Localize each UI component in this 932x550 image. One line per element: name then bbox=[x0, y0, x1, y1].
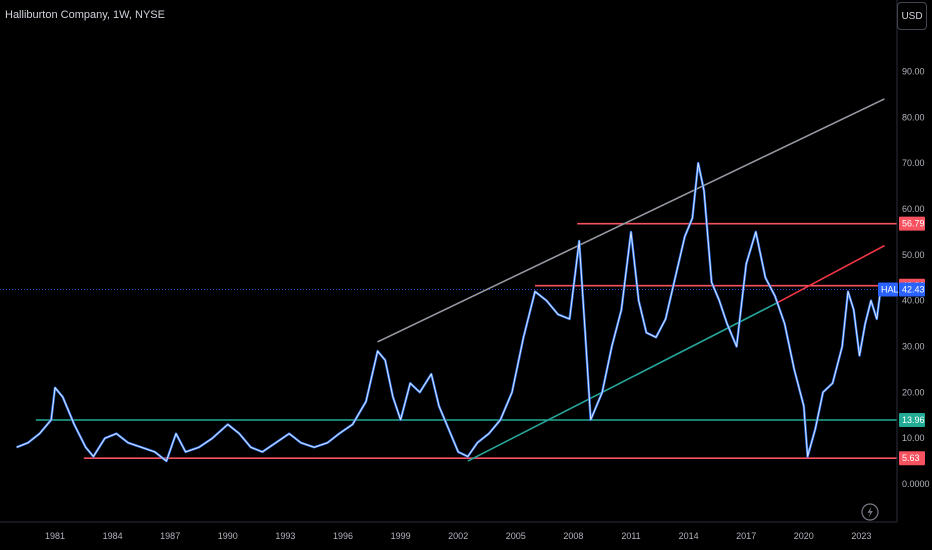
x-tick-label: 2011 bbox=[621, 531, 640, 541]
trend-line[interactable] bbox=[377, 98, 885, 343]
x-tick-label: 1996 bbox=[333, 531, 353, 541]
y-tick-label: 60.00 bbox=[902, 204, 925, 214]
trend-line[interactable] bbox=[467, 302, 778, 462]
x-tick-label: 2005 bbox=[506, 531, 526, 541]
price-axis[interactable]: 90.00 80.00 70.00 60.00 50.00 40.00 30.00 20.00… bbox=[896, 0, 930, 522]
chart-title: Halliburton Company, 1W, NYSE bbox=[5, 9, 165, 21]
level-price-badge-bg bbox=[899, 216, 925, 231]
current-price-badge-bg bbox=[899, 282, 925, 297]
current-price-badge: 42.43 bbox=[902, 285, 925, 295]
symbol-tag: HAL bbox=[881, 285, 899, 295]
level-price-badge: 13.96 bbox=[902, 415, 925, 425]
x-tick-label: 2014 bbox=[679, 531, 699, 541]
y-tick-label: 80.00 bbox=[902, 112, 925, 122]
price-series-line[interactable] bbox=[16, 162, 882, 462]
currency-button[interactable]: USD bbox=[897, 2, 927, 30]
x-tick-label: 1999 bbox=[391, 531, 411, 541]
y-tick-label: 20.00 bbox=[902, 387, 925, 397]
time-axis[interactable]: 1981 1984 1987 1990 1993 1996 1999 2002 2005 2008… bbox=[0, 521, 897, 541]
x-tick-label: 1981 bbox=[45, 531, 65, 541]
plot-area[interactable] bbox=[0, 98, 897, 463]
level-price-badge: 56.79 bbox=[902, 219, 925, 229]
y-tick-label: 70.00 bbox=[902, 158, 925, 168]
y-tick-label: 50.00 bbox=[902, 250, 925, 260]
x-tick-label: 2008 bbox=[563, 531, 583, 541]
x-tick-label: 1984 bbox=[103, 531, 123, 541]
x-tick-label: 2023 bbox=[851, 531, 871, 541]
x-tick-label: 1993 bbox=[275, 531, 295, 541]
y-tick-label: 30.00 bbox=[902, 341, 925, 351]
x-tick-label: 2002 bbox=[448, 531, 468, 541]
x-tick-label: 1990 bbox=[218, 531, 238, 541]
y-tick-label: 10.00 bbox=[902, 433, 925, 443]
x-tick-label: 2017 bbox=[736, 531, 756, 541]
y-tick-label: 40.00 bbox=[902, 296, 925, 306]
x-tick-label: 2020 bbox=[794, 531, 814, 541]
trend-line[interactable] bbox=[776, 244, 885, 304]
x-tick-label: 1987 bbox=[160, 531, 180, 541]
y-tick-label: 0.0000 bbox=[902, 479, 930, 489]
level-price-badge-bg bbox=[899, 451, 925, 466]
price-series-shadow bbox=[16, 161, 882, 463]
symbol-tag-bg bbox=[878, 282, 898, 297]
tradingview-lightning-icon[interactable] bbox=[861, 503, 879, 521]
y-tick-label: 90.00 bbox=[902, 66, 925, 76]
level-price-badge-bg bbox=[899, 413, 925, 428]
level-price-badge: 5.63 bbox=[902, 453, 920, 463]
